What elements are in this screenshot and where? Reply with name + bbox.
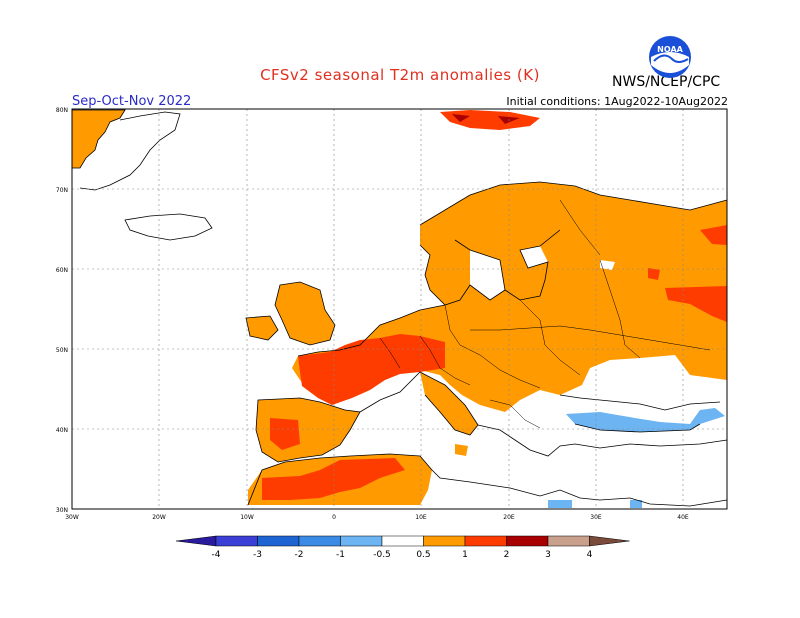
coastlines xyxy=(72,109,728,507)
ireland-anomaly xyxy=(246,316,278,340)
colorbar-label: -3 xyxy=(253,550,262,560)
graticule xyxy=(72,109,727,509)
colorbar-segment xyxy=(257,535,300,547)
lon-label: 10E xyxy=(415,514,427,521)
colorbar-segment xyxy=(381,535,424,547)
lat-label: 40N xyxy=(56,427,68,434)
colorbar-segment xyxy=(175,535,217,547)
colorbar-label: 4 xyxy=(587,550,593,560)
colorbar-label: -2 xyxy=(295,550,304,560)
lat-label: 60N xyxy=(56,267,68,274)
map-frame xyxy=(71,108,728,510)
svg-text:NOAA: NOAA xyxy=(657,45,683,54)
colorbar-label: 2 xyxy=(504,550,510,560)
colorbar-segment xyxy=(423,535,466,547)
lon-label: 30W xyxy=(65,514,79,521)
lon-labels: 30W 20W 10W 0 10E 20E 30E 40E xyxy=(65,514,689,521)
colorbar-label: 3 xyxy=(545,550,551,560)
agency-label: NWS/NCEP/CPC xyxy=(612,74,721,90)
lat-label: 80N xyxy=(56,107,68,114)
colorbar-segment xyxy=(506,535,549,547)
country-borders xyxy=(379,199,711,429)
turkey-negative-anomaly xyxy=(566,408,725,432)
colorbar-label: -1 xyxy=(336,550,345,560)
colorbar-label: -4 xyxy=(212,550,221,560)
lon-label: 0 xyxy=(332,514,336,521)
initial-conditions-label: Initial conditions: 1Aug2022-10Aug2022 xyxy=(506,95,728,108)
season-label: Sep-Oct-Nov 2022 xyxy=(72,94,192,109)
colorbar-label: 0.5 xyxy=(416,550,430,560)
lon-label: 30E xyxy=(590,514,602,521)
lon-label: 10W xyxy=(240,514,254,521)
colorbar-segment xyxy=(298,535,341,547)
colorbar-segment xyxy=(340,535,383,547)
lat-label: 50N xyxy=(56,347,68,354)
lon-label: 20E xyxy=(503,514,515,521)
colorbar-label: 1 xyxy=(462,550,468,560)
colorbar-segment xyxy=(215,535,258,547)
colorbar-segment xyxy=(464,535,507,547)
colorbar-segment xyxy=(589,535,630,547)
lon-label: 40E xyxy=(677,514,689,521)
british-isles-anomaly xyxy=(275,282,335,345)
map-title: CFSv2 seasonal T2m anomalies (K) xyxy=(260,66,540,84)
colorbar-label: -0.5 xyxy=(373,550,391,560)
lat-label: 70N xyxy=(56,187,68,194)
lat-labels: 80N 70N 60N 50N 40N 30N xyxy=(56,107,68,514)
colorbar-segment xyxy=(547,535,590,547)
lat-label: 30N xyxy=(56,507,68,514)
russia-hotspot xyxy=(665,286,727,322)
svalbard-anomaly xyxy=(440,110,540,130)
colorbar: -4 -3 -2 -1 -0.5 0.5 1 2 3 4 xyxy=(175,535,630,560)
lon-label: 20W xyxy=(152,514,166,521)
west-europe-hotspot xyxy=(298,334,445,405)
noaa-logo: NOAA xyxy=(649,36,691,78)
